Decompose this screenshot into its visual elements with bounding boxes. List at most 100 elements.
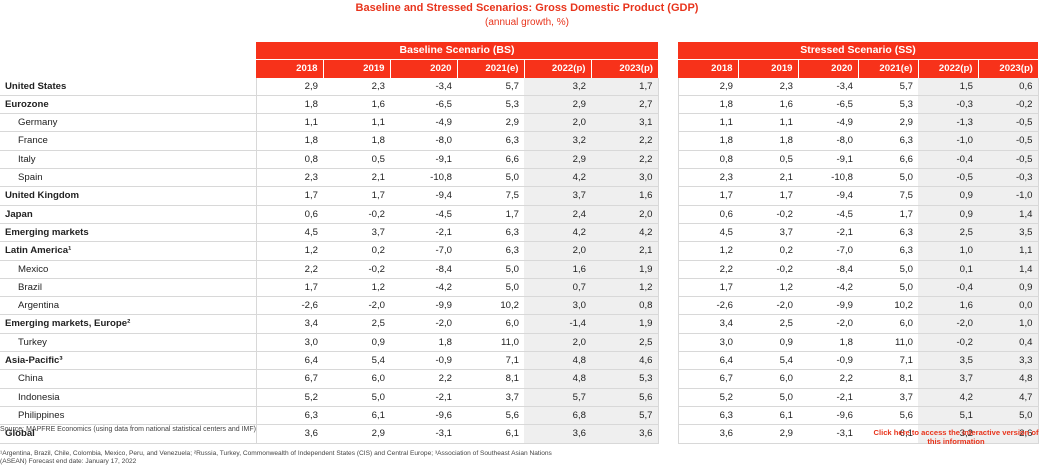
stressed-value: -0,9 (798, 351, 858, 371)
baseline-value: 1,9 (591, 260, 659, 279)
row-label: Mexico (0, 260, 257, 279)
baseline-value: 6,3 (457, 241, 524, 261)
year-header-stressed: 2020 (797, 59, 858, 78)
baseline-value: 7,1 (457, 351, 524, 371)
row-label: China (0, 369, 257, 389)
baseline-value: 3,4 (256, 314, 323, 334)
stressed-value: 3,4 (677, 314, 738, 334)
baseline-value: -4,2 (390, 278, 457, 298)
baseline-value: 2,0 (591, 205, 659, 224)
row-label: Global (0, 424, 257, 444)
baseline-value: 1,7 (591, 77, 659, 96)
stressed-value: 6,7 (677, 369, 738, 389)
baseline-value: 5,7 (524, 388, 591, 407)
column-gap (658, 150, 678, 169)
baseline-value: -2,1 (390, 223, 457, 243)
baseline-value: 2,2 (390, 369, 457, 389)
column-gap (658, 424, 678, 444)
stressed-value: -2,0 (918, 314, 978, 334)
stressed-value: -1,0 (918, 131, 978, 151)
table-row: Mexico 2,2 -0,2 -8,4 5,0 1,6 1,9 2,2 -0,2 -8,4 5,0… (0, 260, 1039, 279)
stressed-value: -8,4 (798, 260, 858, 279)
page-title: Baseline and Stressed Scenarios: Gross D… (355, 2, 699, 14)
stressed-value: -0,3 (918, 95, 978, 115)
stressed-value: -2,1 (798, 388, 858, 407)
baseline-value: 1,2 (256, 241, 323, 261)
row-label: Emerging markets, Europe² (0, 314, 257, 334)
stressed-value: 4,7 (978, 388, 1039, 407)
baseline-value: 3,0 (256, 333, 323, 353)
stressed-value: 2,3 (677, 168, 738, 188)
column-gap (658, 260, 678, 279)
stressed-value: -0,5 (978, 131, 1039, 151)
baseline-value: 6,3 (457, 223, 524, 243)
stressed-value: 3,0 (677, 333, 738, 353)
stressed-value: 2,9 (677, 77, 738, 96)
baseline-value: 3,7 (323, 223, 390, 243)
stressed-value: 11,0 (858, 333, 918, 353)
baseline-value: 4,8 (524, 351, 591, 371)
baseline-value: 2,1 (591, 241, 659, 261)
column-gap (658, 223, 678, 242)
baseline-value: 2,7 (591, 95, 659, 115)
stressed-value: 1,4 (978, 205, 1039, 224)
baseline-value: 5,2 (256, 388, 323, 407)
stressed-value: -1,0 (978, 186, 1039, 206)
baseline-value: 3,7 (457, 388, 524, 407)
row-label: Brazil (0, 278, 257, 298)
stressed-value: 1,8 (798, 333, 858, 353)
row-label-spacer (0, 60, 256, 78)
column-gap (658, 186, 678, 206)
year-header-baseline: 2019 (322, 59, 390, 78)
baseline-value: 4,2 (524, 223, 591, 243)
stressed-value: -0,3 (978, 168, 1039, 188)
stressed-value: 1,7 (677, 186, 738, 206)
column-gap (658, 388, 678, 407)
stressed-value: 5,0 (858, 168, 918, 188)
baseline-value: 5,3 (457, 95, 524, 115)
stressed-value: -2,1 (798, 223, 858, 243)
year-header-stressed: 2023(p) (977, 59, 1038, 78)
stressed-value: -7,0 (798, 241, 858, 261)
baseline-value: 1,6 (524, 260, 591, 279)
stressed-value: 0,5 (738, 150, 798, 170)
row-label: Philippines (0, 406, 257, 426)
stressed-value: 5,0 (738, 388, 798, 407)
stressed-value: -4,2 (798, 278, 858, 298)
stressed-value: -0,5 (918, 168, 978, 188)
column-gap (658, 241, 678, 261)
baseline-value: 7,5 (457, 186, 524, 206)
baseline-value: 5,3 (591, 369, 659, 389)
stressed-value: 0,9 (918, 205, 978, 224)
table-row: Germany 1,1 1,1 -4,9 2,9 2,0 3,1 1,1 1,1 -4,9 2,9-… (0, 113, 1039, 133)
stressed-value: 4,8 (978, 369, 1039, 389)
column-gap (658, 205, 678, 224)
baseline-value: 6,3 (256, 406, 323, 426)
baseline-value: 1,6 (323, 95, 390, 115)
baseline-value: -8,4 (390, 260, 457, 279)
table-row: Emerging markets, Europe² 3,4 2,5 -2,0 6,0 -1… (0, 314, 1039, 334)
stressed-value: 1,0 (918, 241, 978, 261)
stressed-value: 3,5 (918, 351, 978, 371)
baseline-value: 1,1 (323, 113, 390, 133)
gdp-table: Baseline Scenario (BS) Stressed Scenario… (0, 42, 1039, 444)
stressed-value: 3,6 (677, 424, 738, 444)
baseline-value: -9,6 (390, 406, 457, 426)
stressed-value: 5,0 (858, 278, 918, 298)
interactive-version-link[interactable]: Click here to access the interactive ver… (873, 428, 1039, 446)
baseline-value: 2,1 (323, 168, 390, 188)
baseline-value: -2,0 (390, 314, 457, 334)
stressed-value: 1,6 (738, 95, 798, 115)
baseline-value: 2,4 (524, 205, 591, 224)
stressed-value: 6,3 (858, 241, 918, 261)
baseline-value: 10,2 (457, 296, 524, 316)
baseline-value: 2,9 (323, 424, 390, 444)
stressed-value: -2,0 (798, 314, 858, 334)
stressed-value: 6,3 (858, 131, 918, 151)
baseline-value: 2,9 (524, 95, 591, 115)
stressed-value: 1,5 (918, 77, 978, 96)
stressed-value: 1,2 (677, 241, 738, 261)
year-header-stressed: 2022(p) (917, 59, 978, 78)
stressed-value: 2,3 (738, 77, 798, 96)
stressed-value: -2,6 (677, 296, 738, 316)
